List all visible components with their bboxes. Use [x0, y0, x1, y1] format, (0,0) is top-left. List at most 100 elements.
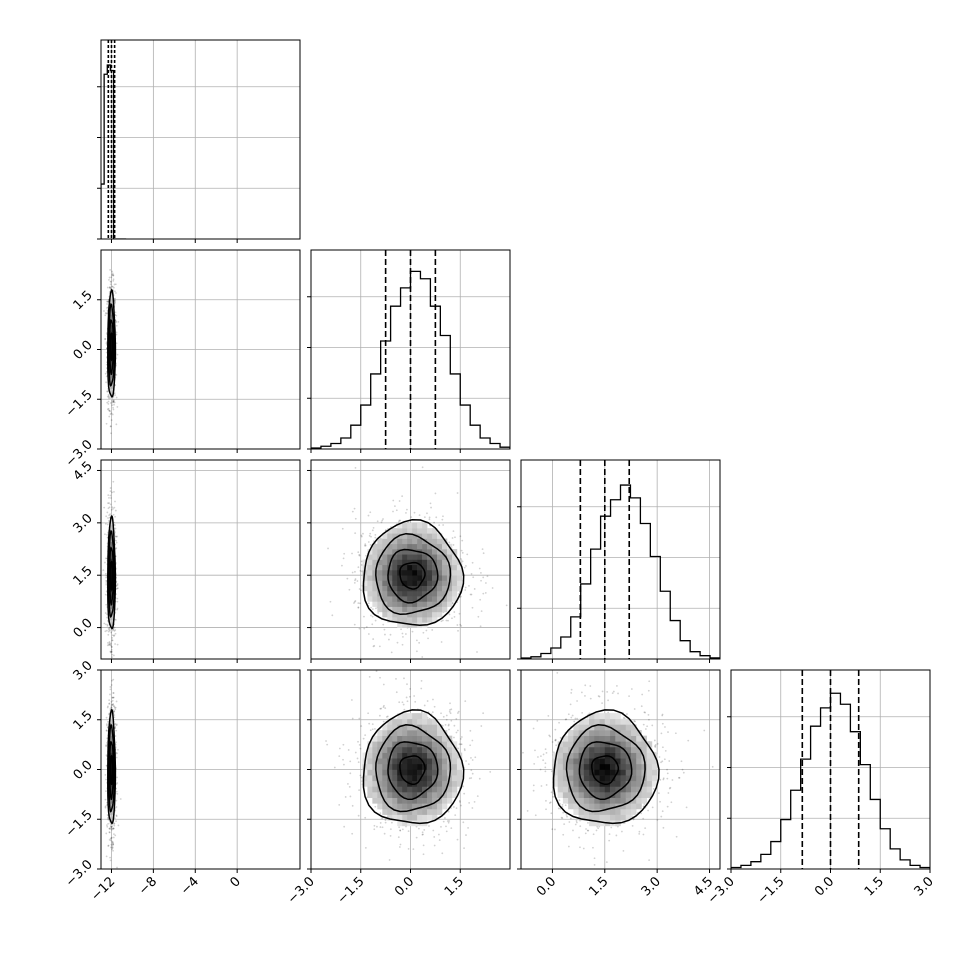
scatter-point	[359, 602, 361, 604]
scatter-point	[384, 629, 386, 631]
density-bin	[417, 601, 422, 607]
scatter-point	[373, 645, 375, 647]
scatter-point	[117, 749, 119, 751]
panel-frame	[101, 40, 300, 239]
scatter-point	[107, 707, 109, 709]
scatter-point	[111, 491, 113, 493]
scatter-point	[106, 730, 108, 732]
scatter-point	[359, 628, 361, 630]
scatter-point	[472, 562, 474, 564]
scatter-point	[449, 614, 451, 616]
scatter-point	[110, 490, 112, 492]
density-bin	[397, 607, 402, 613]
density-bin	[427, 565, 432, 571]
scatter-point	[453, 544, 455, 546]
scatter-point	[105, 799, 107, 801]
scatter-point	[109, 269, 111, 271]
scatter-point	[116, 776, 118, 778]
scatter-point	[105, 612, 107, 614]
scatter-point	[116, 374, 118, 376]
density-bin	[387, 533, 392, 539]
scatter-point	[107, 642, 109, 644]
scatter-point	[114, 643, 116, 645]
scatter-point	[104, 338, 106, 340]
scatter-point	[105, 373, 107, 375]
density-bin	[397, 554, 402, 560]
scatter-point	[485, 592, 487, 594]
scatter-point	[375, 620, 377, 622]
density-bin	[452, 565, 457, 571]
scatter-point	[117, 601, 119, 603]
density-bin	[407, 617, 412, 623]
scatter-point	[115, 315, 117, 317]
density-bin	[437, 560, 442, 566]
density-bin	[422, 544, 427, 550]
density-bin	[417, 575, 422, 581]
grid-lines	[101, 460, 300, 659]
density-bin	[427, 575, 432, 581]
density-bin	[377, 539, 382, 545]
scatter-point	[110, 706, 112, 708]
density-bin	[432, 591, 437, 597]
density-bin	[402, 528, 407, 534]
scatter-point	[372, 529, 374, 531]
y-tick-label: 1.5	[71, 563, 96, 588]
scatter-point	[370, 615, 372, 617]
scatter-point	[377, 520, 379, 522]
scatter-point	[114, 627, 116, 629]
density-bin	[427, 580, 432, 586]
scatter-point	[109, 287, 111, 289]
scatter-point	[114, 708, 116, 710]
density-bin	[402, 539, 407, 545]
scatter-point	[357, 602, 359, 604]
density-bin	[412, 570, 417, 576]
density-bin	[402, 591, 407, 597]
scatter-point	[106, 512, 108, 514]
scatter-point	[110, 413, 112, 415]
ticks	[97, 470, 237, 663]
density-bin	[392, 565, 397, 571]
scatter-point	[111, 680, 113, 682]
grid-lines	[101, 670, 300, 869]
density-bin	[427, 601, 432, 607]
scatter-point	[110, 402, 112, 404]
scatter-point	[116, 325, 118, 327]
scatter-point	[115, 633, 117, 635]
scatter-point	[422, 632, 424, 634]
scatter-point	[114, 834, 116, 836]
density-bin	[417, 612, 422, 618]
scatter-point	[481, 610, 483, 612]
y-tick-label: 0.0	[71, 616, 96, 641]
density-bin	[437, 586, 442, 592]
scatter-point	[111, 404, 113, 406]
density-bin	[422, 612, 427, 618]
scatter-point	[108, 408, 110, 410]
scatter-point	[113, 278, 115, 280]
density-bin	[377, 570, 382, 576]
density-bin	[427, 617, 432, 623]
density-bin	[412, 544, 417, 550]
scatter-point	[382, 518, 384, 520]
scatter-point	[410, 516, 412, 518]
scatter-point	[114, 290, 116, 292]
scatter-point	[108, 845, 110, 847]
ticks	[307, 297, 460, 453]
scatter-point	[105, 573, 107, 575]
density-bin	[382, 612, 387, 618]
scatter-point	[394, 505, 396, 507]
density-bin	[412, 591, 417, 597]
scatter-point	[427, 637, 429, 639]
scatter-point	[451, 617, 453, 619]
scatter-point	[418, 642, 420, 644]
scatter-point	[105, 582, 107, 584]
density-bin	[402, 575, 407, 581]
density-bin	[402, 570, 407, 576]
scatter-point	[472, 607, 474, 609]
scatter-point	[506, 604, 508, 606]
scatter-point	[401, 495, 403, 497]
density-bin	[407, 575, 412, 581]
scatter-point	[354, 600, 356, 602]
density-bin	[402, 617, 407, 623]
density-bin	[382, 586, 387, 592]
